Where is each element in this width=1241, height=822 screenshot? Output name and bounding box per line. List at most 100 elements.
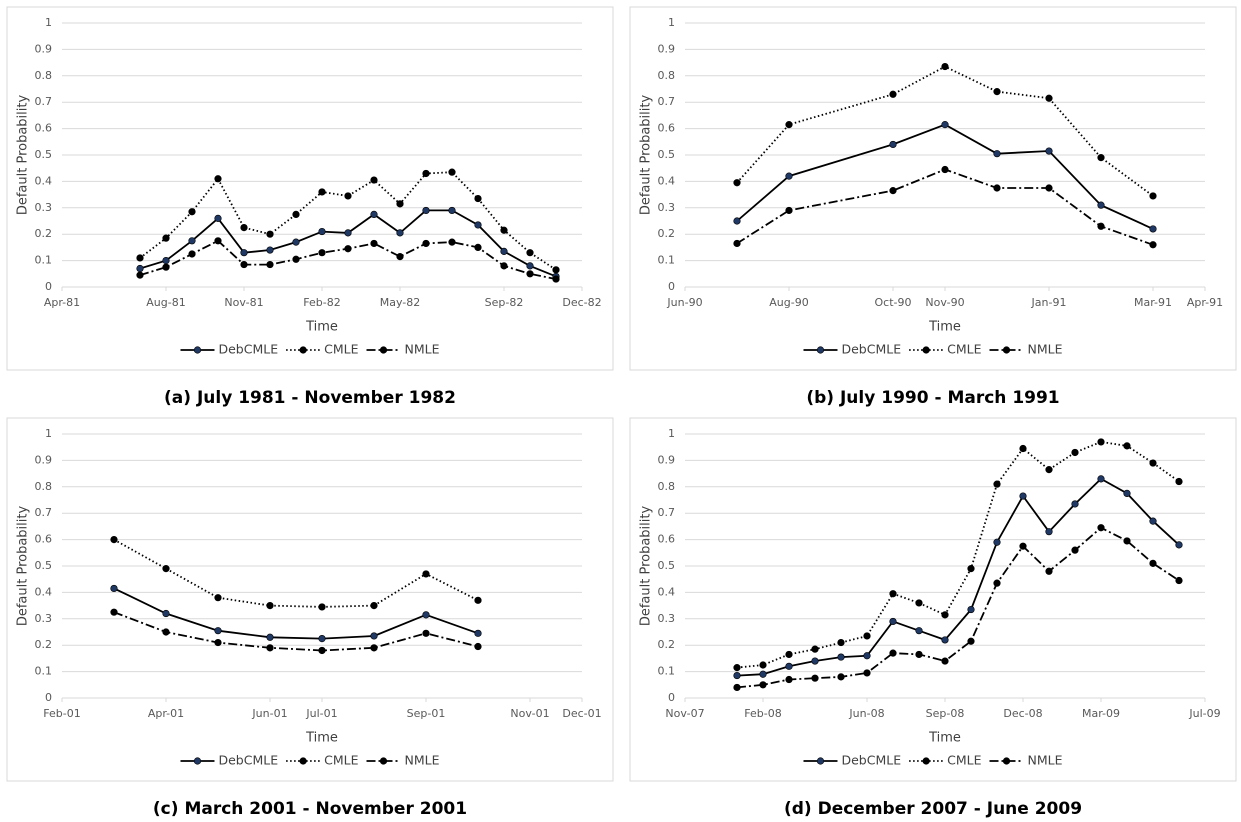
data-point bbox=[1149, 241, 1157, 249]
data-point bbox=[1149, 192, 1157, 200]
data-point bbox=[344, 245, 352, 253]
y-tick-label: 0.8 bbox=[658, 69, 676, 82]
y-tick-label: 0.3 bbox=[658, 201, 676, 214]
data-point bbox=[500, 262, 508, 270]
caption: (c) March 2001 - November 2001 bbox=[153, 799, 467, 819]
data-point bbox=[785, 121, 793, 129]
data-point bbox=[448, 238, 456, 246]
data-point bbox=[941, 165, 949, 174]
data-point bbox=[785, 662, 793, 670]
legend-label: DebCMLE bbox=[841, 753, 901, 768]
data-point bbox=[863, 652, 871, 660]
data-point bbox=[1123, 537, 1131, 545]
y-tick-label: 0.8 bbox=[658, 480, 676, 493]
y-tick-label: 0.3 bbox=[658, 612, 676, 625]
y-tick-label: 0.2 bbox=[35, 227, 53, 240]
data-point bbox=[1175, 576, 1183, 585]
data-point bbox=[500, 226, 508, 234]
data-point bbox=[1123, 489, 1131, 498]
data-point bbox=[214, 175, 222, 183]
x-tick-label: Jan-91 bbox=[1031, 296, 1067, 309]
panel-border bbox=[6, 6, 614, 371]
data-point bbox=[915, 627, 923, 635]
legend-marker bbox=[1002, 757, 1011, 765]
data-point bbox=[110, 608, 118, 616]
data-point bbox=[474, 194, 482, 203]
legend-label: NMLE bbox=[1028, 342, 1063, 357]
x-tick-label: Dec-01 bbox=[562, 707, 601, 720]
x-tick-label: Nov-81 bbox=[224, 296, 263, 309]
x-tick-label: May-82 bbox=[380, 296, 421, 309]
legend-label: NMLE bbox=[405, 342, 440, 357]
data-point bbox=[370, 632, 378, 640]
data-point bbox=[344, 229, 352, 237]
data-point bbox=[1045, 567, 1053, 575]
x-tick-label: Nov-90 bbox=[925, 296, 964, 309]
data-point bbox=[1045, 147, 1053, 155]
y-axis-title: Default Probability bbox=[16, 506, 31, 627]
data-point bbox=[993, 480, 1001, 488]
y-tick-label: 0.1 bbox=[658, 254, 676, 267]
y-tick-label: 0.6 bbox=[35, 533, 53, 546]
legend-marker bbox=[922, 346, 930, 354]
data-point bbox=[1019, 542, 1027, 550]
y-tick-label: 0.5 bbox=[658, 559, 676, 572]
data-point bbox=[344, 192, 352, 200]
y-axis-title: Default Probability bbox=[639, 506, 654, 627]
data-point bbox=[733, 671, 741, 680]
y-tick-label: 1 bbox=[45, 427, 52, 440]
x-tick-label: Feb-08 bbox=[744, 707, 781, 720]
x-tick-label: Jun-90 bbox=[666, 296, 702, 309]
data-point bbox=[266, 601, 274, 610]
data-point bbox=[162, 609, 170, 618]
x-tick-label: Nov-01 bbox=[510, 707, 549, 720]
data-point bbox=[889, 617, 897, 626]
y-tick-label: 0.1 bbox=[35, 254, 53, 267]
data-point bbox=[967, 565, 975, 573]
data-point bbox=[1149, 517, 1157, 525]
data-point bbox=[889, 90, 897, 98]
data-point bbox=[136, 271, 144, 279]
data-point bbox=[941, 121, 949, 129]
data-point bbox=[785, 650, 793, 659]
series-line bbox=[736, 123, 1154, 230]
data-point bbox=[837, 673, 845, 681]
y-tick-label: 0.5 bbox=[658, 148, 676, 161]
y-tick-label: 1 bbox=[668, 427, 675, 440]
legend-marker bbox=[1002, 346, 1011, 354]
data-point bbox=[240, 249, 248, 257]
data-point bbox=[759, 670, 767, 678]
series-line bbox=[113, 587, 479, 640]
data-point bbox=[474, 642, 482, 651]
data-point bbox=[733, 217, 741, 225]
data-point bbox=[214, 638, 222, 647]
data-point bbox=[370, 601, 378, 610]
legend: DebCMLE CMLE NMLE bbox=[180, 342, 440, 357]
x-tick-label: Sep-82 bbox=[485, 296, 524, 309]
data-point bbox=[552, 275, 560, 283]
data-point bbox=[811, 674, 819, 682]
y-tick-label: 0 bbox=[45, 691, 52, 704]
y-tick-label: 0.9 bbox=[658, 42, 676, 55]
data-point bbox=[266, 230, 274, 238]
data-point bbox=[785, 172, 793, 180]
data-point bbox=[1019, 492, 1027, 500]
data-point bbox=[1045, 94, 1053, 102]
data-point bbox=[396, 229, 404, 237]
y-tick-label: 0.7 bbox=[658, 506, 676, 519]
data-point bbox=[188, 208, 196, 216]
data-point bbox=[1045, 466, 1053, 474]
data-point bbox=[1097, 222, 1105, 230]
y-tick-label: 0.6 bbox=[658, 122, 676, 135]
caption: (a) July 1981 - November 1982 bbox=[164, 388, 456, 408]
data-point bbox=[837, 638, 845, 647]
data-point bbox=[370, 644, 378, 652]
data-point bbox=[266, 246, 274, 254]
data-point bbox=[733, 239, 741, 248]
data-point bbox=[370, 210, 378, 218]
data-point bbox=[967, 637, 975, 645]
x-tick-label: Dec-82 bbox=[562, 296, 601, 309]
data-point bbox=[993, 88, 1001, 96]
x-tick-label: Sep-08 bbox=[926, 707, 965, 720]
